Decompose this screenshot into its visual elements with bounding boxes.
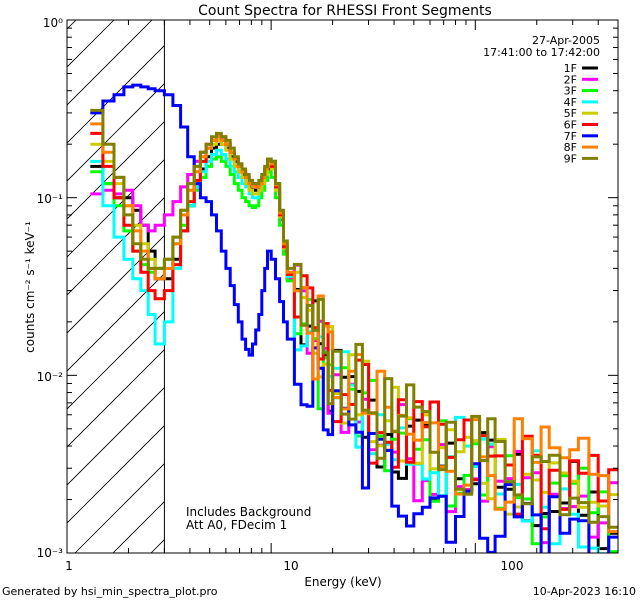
legend-label-5f: 5F: [564, 107, 577, 120]
series-line-9f: [90, 108, 618, 529]
hatched-region: [67, 20, 640, 553]
legend-label-9f: 9F: [564, 152, 577, 165]
series-line-7f: [90, 83, 618, 553]
header-date: 27-Apr-2005: [532, 34, 600, 47]
x-axis-label: Energy (keV): [304, 575, 381, 589]
y-tick-label: 10⁻³: [37, 546, 64, 560]
x-tick-label: 100: [501, 559, 524, 573]
legend-label-3f: 3F: [564, 85, 577, 98]
hatch-line: [607, 20, 640, 553]
footer-generated-by: Generated by hsi_min_spectra_plot.pro: [2, 585, 218, 598]
hatch-line: [67, 45, 165, 144]
annotation-attenuator: Att A0, FDecim 1: [186, 518, 287, 532]
hatch-line: [67, 121, 165, 220]
hatch-line: [67, 235, 165, 334]
hatch-line: [67, 197, 165, 296]
hatch-line: [67, 20, 115, 68]
legend-label-1f: 1F: [564, 62, 577, 75]
plot-frame: [66, 19, 619, 554]
y-tick-label: 10⁰: [43, 16, 63, 30]
hatch-line: [67, 425, 165, 524]
legend-label-2f: 2F: [564, 73, 577, 86]
hatch-line: [74, 463, 165, 553]
y-tick-labels: 10⁻³ 10⁻² 10⁻¹ 10⁰: [37, 16, 64, 560]
series-line-6f: [90, 131, 618, 531]
hatch-line: [67, 387, 165, 486]
y-axis-label: counts cm⁻² s⁻¹ keV⁻¹: [23, 221, 37, 353]
hatch-line: [67, 273, 165, 372]
legend-label-4f: 4F: [564, 96, 577, 109]
annotation-background: Includes Background: [186, 505, 311, 519]
y-tick-label: 10⁻¹: [37, 192, 64, 206]
x-tick-label: 1: [65, 559, 73, 573]
x-tick-label: 10: [283, 559, 298, 573]
legend-label-6f: 6F: [564, 119, 577, 132]
hatch-line: [67, 349, 165, 448]
hatch-line: [67, 83, 165, 182]
series-line-8f: [90, 122, 618, 534]
footer-timestamp: 10-Apr-2023 16:10: [533, 585, 636, 598]
series-layer: [90, 83, 618, 553]
chart-title: Count Spectra for RHESSI Front Segments: [198, 3, 492, 19]
legend-label-7f: 7F: [564, 130, 577, 143]
hatch-line: [67, 311, 165, 410]
axis-ticks: [66, 19, 619, 554]
y-tick-label: 10⁻²: [37, 370, 64, 384]
legend-label-8f: 8F: [564, 141, 577, 154]
header-time: 17:41:00 to 17:42:00: [483, 46, 600, 59]
hatch-line: [455, 20, 640, 553]
x-tick-labels: 1 10 100: [65, 559, 523, 573]
hatch-line: [379, 20, 640, 553]
series-line-1f: [90, 138, 618, 551]
series-line-2f: [90, 135, 618, 545]
hatch-line: [67, 20, 77, 30]
